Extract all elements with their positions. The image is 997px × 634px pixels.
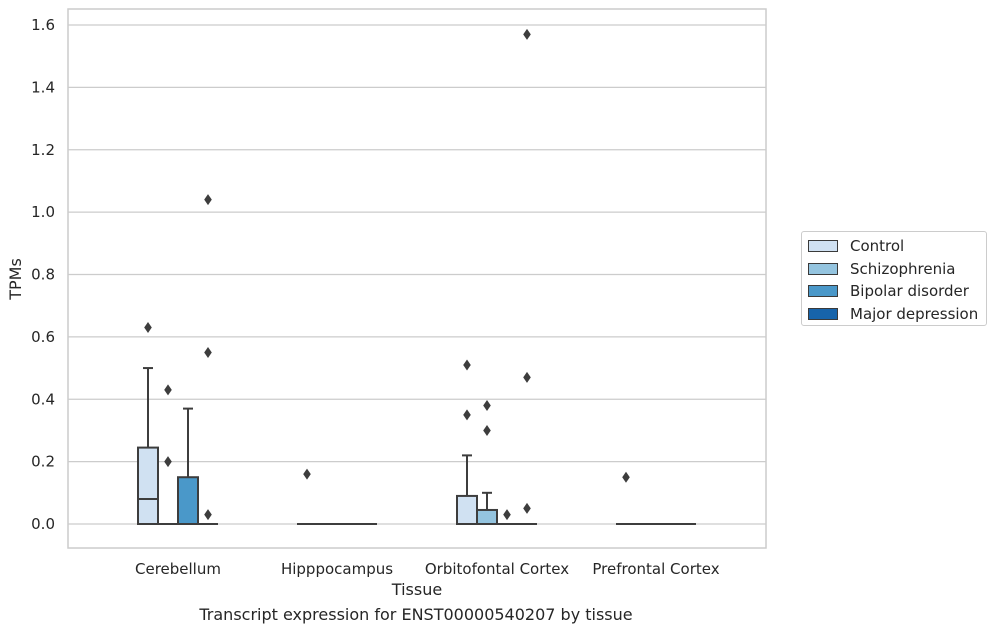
box-major-depression bbox=[517, 28, 537, 525]
box-body bbox=[476, 508, 498, 526]
outlier-marker bbox=[144, 322, 152, 334]
outlier-marker bbox=[463, 409, 471, 421]
y-tick-label: 1.6 bbox=[31, 16, 55, 34]
box-control bbox=[456, 359, 478, 525]
outlier-marker bbox=[523, 28, 531, 40]
x-axis-ticks: Cerebellum Hipppocampus Orbitofontal Corte… bbox=[135, 560, 720, 578]
legend-item: Major depression bbox=[802, 303, 986, 326]
legend-item: Control bbox=[802, 235, 986, 258]
box-control bbox=[616, 471, 636, 525]
box-bipolar-disorder bbox=[177, 407, 199, 525]
y-tick-label: 1.0 bbox=[31, 203, 55, 221]
outlier-marker bbox=[483, 424, 491, 436]
box-bipolar-disorder bbox=[497, 509, 517, 525]
box-control bbox=[137, 322, 159, 526]
legend-label: Control bbox=[850, 237, 905, 256]
y-tick-label: 0.2 bbox=[31, 453, 55, 471]
box-marks bbox=[137, 28, 696, 526]
y-axis-label: TPMs bbox=[6, 258, 25, 301]
outlier-marker bbox=[483, 399, 491, 411]
legend-item: Bipolar disorder bbox=[802, 280, 986, 303]
plot-area-frame bbox=[67, 8, 767, 549]
y-tick-label: 1.4 bbox=[31, 78, 55, 96]
outlier-marker bbox=[204, 194, 212, 206]
outlier-marker bbox=[204, 346, 212, 358]
legend-item: Schizophrenia bbox=[802, 258, 986, 281]
outlier-marker bbox=[503, 509, 511, 521]
y-tick-label: 0.4 bbox=[31, 390, 55, 408]
legend-label: Schizophrenia bbox=[850, 259, 956, 278]
outlier-marker bbox=[463, 359, 471, 371]
y-tick-label: 1.2 bbox=[31, 141, 55, 159]
legend-swatch bbox=[808, 285, 838, 298]
legend-label: Bipolar disorder bbox=[850, 282, 969, 301]
x-axis-label: Tissue bbox=[391, 580, 442, 599]
legend-swatch bbox=[808, 240, 838, 253]
x-tick-label: Cerebellum bbox=[135, 560, 221, 578]
outlier-marker bbox=[523, 371, 531, 383]
legend: Control Schizophrenia Bipolar disorder Majo… bbox=[801, 231, 987, 326]
box-body bbox=[137, 446, 159, 526]
box-major-depression bbox=[198, 194, 218, 525]
y-tick-label: 0.6 bbox=[31, 328, 55, 346]
gridlines bbox=[68, 24, 766, 525]
box-body bbox=[177, 476, 199, 525]
x-tick-label: Orbitofontal Cortex bbox=[425, 560, 569, 578]
y-tick-label: 0.0 bbox=[31, 515, 55, 533]
chart-caption: Transcript expression for ENST0000054020… bbox=[199, 605, 633, 624]
box-schizophrenia bbox=[158, 384, 178, 525]
legend-swatch bbox=[808, 307, 838, 320]
outlier-marker bbox=[303, 468, 311, 480]
x-tick-label: Hipppocampus bbox=[281, 560, 393, 578]
outlier-marker bbox=[164, 456, 172, 468]
legend-swatch bbox=[808, 262, 838, 275]
box-schizophrenia bbox=[476, 399, 498, 526]
outlier-marker bbox=[204, 509, 212, 521]
x-tick-label: Prefrontal Cortex bbox=[592, 560, 719, 578]
y-axis-ticks: 0.0 0.2 0.4 0.6 0.8 1.0 1.2 1.4 1.6 bbox=[31, 16, 55, 533]
legend-label: Major depression bbox=[850, 304, 979, 323]
outlier-marker bbox=[523, 502, 531, 514]
box-body bbox=[456, 494, 478, 525]
outlier-marker bbox=[622, 471, 630, 483]
outlier-marker bbox=[164, 384, 172, 396]
y-tick-label: 0.8 bbox=[31, 266, 55, 284]
box-control bbox=[297, 468, 317, 525]
